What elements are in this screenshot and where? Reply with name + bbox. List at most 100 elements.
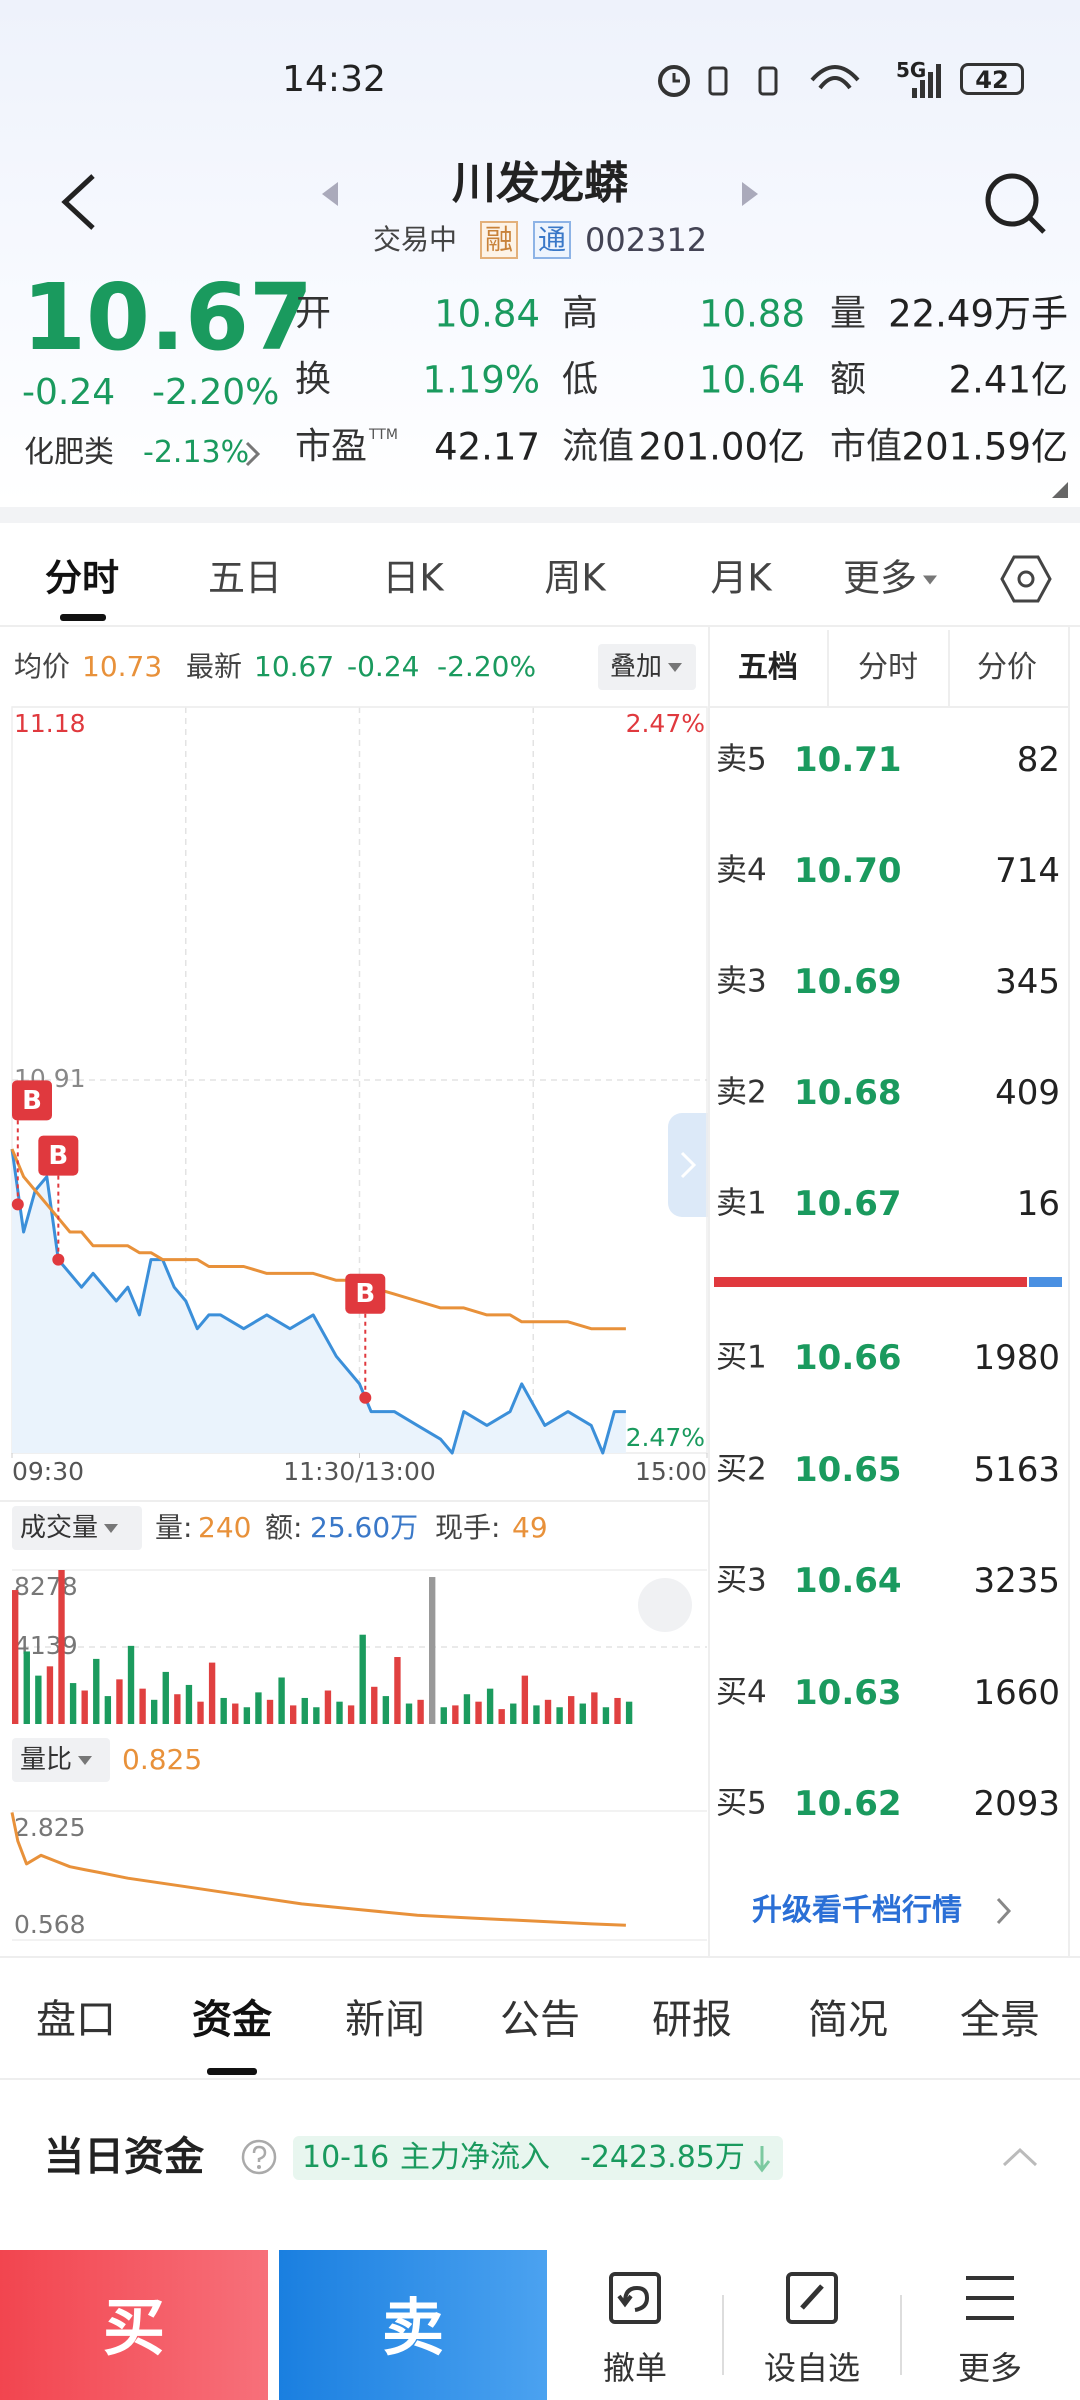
sell-label[interactable]: 卖	[381, 2291, 445, 2364]
order-book-panel	[708, 627, 1070, 1957]
volume-bar	[347, 1705, 355, 1724]
volume-bar	[533, 1705, 540, 1724]
upgrade-link[interactable]: 升级看千档行情	[752, 1893, 962, 1928]
stat-value: 10.64	[699, 358, 805, 402]
volume-bar	[579, 1703, 586, 1724]
order-volume: 5163	[973, 1449, 1060, 1490]
overlay-button[interactable]: 叠加	[610, 654, 682, 680]
stat-value: 10.84	[434, 292, 540, 336]
chart-tab[interactable]: 月K	[710, 556, 772, 600]
expand-corner[interactable]	[1050, 480, 1070, 500]
volume-bar	[371, 1686, 378, 1724]
volume-bar	[255, 1692, 262, 1724]
marker-label: B	[48, 1141, 68, 1171]
order-book-tab[interactable]: 五档	[738, 650, 798, 685]
action-sep	[900, 2295, 902, 2375]
bottom-tab[interactable]: 全景	[960, 1997, 1040, 2043]
order-label: 买5	[716, 1785, 767, 1822]
order-book-tab[interactable]: 分价	[977, 650, 1037, 685]
x-tick-label: 15:00	[635, 1457, 707, 1486]
volume-bar	[591, 1692, 598, 1724]
buy-button[interactable]	[0, 2250, 268, 2400]
chart-tab[interactable]: 更多	[843, 560, 937, 597]
chart-tab[interactable]: 日K	[382, 556, 444, 600]
marker-badge	[38, 1135, 79, 1176]
marker-badge	[12, 1080, 52, 1121]
prev-stock[interactable]	[318, 180, 342, 208]
bottom-tab[interactable]: 盘口	[36, 1997, 116, 2043]
stat-label: 低	[562, 359, 599, 400]
bottom-tab[interactable]: 资金	[192, 1997, 272, 2043]
y2-tick-label: -2.47%	[617, 1423, 705, 1452]
sector-change[interactable]: -2.13%	[143, 435, 250, 470]
bottom-tab[interactable]: 新闻	[345, 1997, 425, 2043]
y-tick-label: 0.568	[14, 1910, 86, 1939]
chart-expand-arrow[interactable]	[676, 1150, 700, 1180]
volume-bar	[614, 1697, 621, 1724]
more-icon[interactable]	[960, 2270, 1020, 2326]
help-icon[interactable]	[240, 2138, 278, 2176]
action-label[interactable]: 撤单	[602, 2349, 668, 2387]
fund-pill	[293, 2136, 783, 2180]
section-gap	[0, 507, 1080, 523]
stat-label: 额	[830, 359, 867, 400]
y-tick-label: 11.18	[14, 709, 86, 738]
bottom-tab-underline	[207, 2068, 257, 2075]
order-book-tab[interactable]: 分时	[858, 650, 918, 685]
action-label[interactable]: 更多	[957, 2349, 1023, 2387]
cancel-icon[interactable]	[605, 2268, 665, 2328]
ratio-title[interactable]: 量比	[20, 1747, 92, 1773]
order-label: 卖2	[716, 1074, 767, 1111]
buy-label[interactable]: 买	[102, 2291, 166, 2364]
bottom-tab[interactable]: 公告	[500, 1997, 580, 2043]
sector[interactable]: 化肥类	[24, 435, 114, 470]
hand-label: 现手:	[435, 1511, 501, 1544]
order-label: 买2	[716, 1451, 767, 1487]
avg-label: 均价	[14, 650, 71, 683]
bottom-tab[interactable]: 简况	[808, 1997, 888, 2043]
back-button[interactable]	[55, 170, 105, 234]
upgrade-arrow[interactable]	[994, 1896, 1014, 1926]
next-stock[interactable]	[738, 180, 762, 208]
fund-down-arrow	[753, 2146, 771, 2173]
order-volume: 1660	[973, 1672, 1060, 1713]
action-label[interactable]: 设自选	[763, 2349, 861, 2387]
volume-bar	[69, 1683, 77, 1724]
search-button[interactable]	[980, 168, 1050, 238]
order-label: 买1	[716, 1339, 767, 1376]
plot-frame	[11, 706, 708, 1454]
volume-bar	[568, 1696, 575, 1724]
order-price: 10.69	[794, 962, 902, 1002]
sector-arrow[interactable]	[243, 440, 263, 468]
chart-settings[interactable]	[1000, 553, 1052, 605]
order-label: 卖5	[716, 741, 767, 778]
stat-label: 高	[562, 293, 599, 334]
vol-expand[interactable]	[638, 1578, 692, 1632]
stat-label: 换	[295, 359, 332, 400]
vol-title[interactable]: 成交量	[20, 1515, 118, 1541]
badge-connect: 通	[533, 221, 572, 259]
stat-value: 2.41亿	[948, 358, 1068, 402]
chart-tab[interactable]: 五日	[208, 556, 282, 600]
fund-label: 主力净流入	[400, 2140, 550, 2175]
order-price: 10.70	[794, 851, 902, 891]
hand-value: 49	[512, 1511, 548, 1544]
volume-bar	[93, 1658, 100, 1724]
order-label: 卖1	[716, 1185, 767, 1222]
stat-label: 开	[295, 293, 332, 334]
chart-tab[interactable]: 分时	[45, 556, 119, 600]
watchlist-icon[interactable]	[782, 2268, 842, 2328]
order-price: 10.64	[794, 1561, 902, 1601]
sell-button[interactable]	[279, 2250, 547, 2400]
price-change-pct: -2.20%	[152, 372, 280, 413]
volume-bar	[197, 1701, 204, 1724]
last-value: 10.67	[254, 650, 335, 683]
chart-tab[interactable]: 周K	[544, 556, 606, 600]
stat-label: 流值	[562, 426, 635, 467]
volume-bar	[324, 1690, 332, 1724]
collapse-arrow[interactable]	[1000, 2145, 1040, 2169]
fund-date: 10-16	[302, 2140, 390, 2175]
avg-price: 10.73	[82, 650, 163, 683]
volume-bar	[81, 1690, 88, 1724]
bottom-tab[interactable]: 研报	[652, 1997, 732, 2043]
